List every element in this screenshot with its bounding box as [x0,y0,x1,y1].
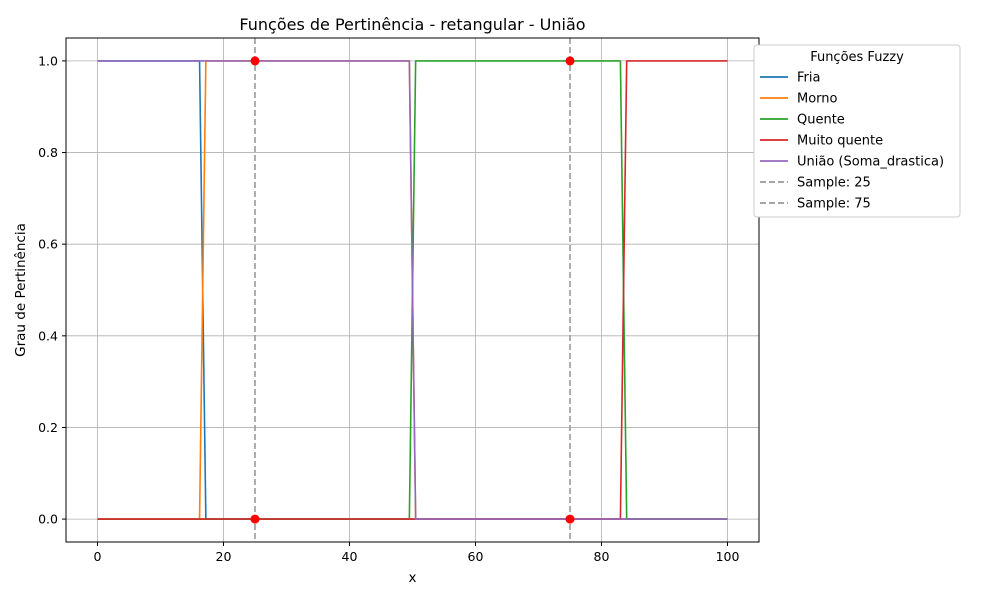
x-axis-label: x [409,570,417,586]
sample-point [565,514,575,524]
legend-items: Fria Morno Quente Muito quente União (Soma_d… [760,71,944,212]
sample-point [250,56,260,66]
legend-label: Muito quente [797,134,883,149]
y-tick-label: 0.4 [38,328,58,343]
x-tick-label: 40 [342,549,358,564]
y-tick-label: 1.0 [38,53,58,68]
sample-point [565,56,575,66]
x-tick-label: 20 [216,549,232,564]
x-tick-label: 100 [716,549,740,564]
series-line [97,60,728,520]
y-axis-label: Grau de Pertinência [13,223,29,357]
legend-label: Sample: 75 [797,197,871,212]
y-tick-label: 0.0 [38,512,58,527]
sample-points [250,56,575,524]
legend-label: Morno [797,92,838,107]
legend-label: Sample: 25 [797,176,871,191]
y-tick-label: 0.2 [38,420,58,435]
x-tick-label: 60 [468,549,484,564]
series-line [97,60,728,520]
legend-title: Funções Fuzzy [810,50,904,65]
x-axis-ticks: 0 20 40 60 80 100 [94,542,740,564]
legend-box [753,44,961,218]
sample-point [250,514,260,524]
x-tick-label: 0 [94,549,102,564]
series-lines [97,60,728,520]
y-tick-label: 0.6 [38,237,58,252]
x-tick-label: 80 [594,549,610,564]
legend-label: União (Soma_drastica) [797,155,944,170]
sample-lines [254,38,571,542]
legend-label: Quente [797,113,845,128]
legend: Funções Fuzzy Fria Morno Quente Muito quent… [753,44,961,218]
y-axis-ticks: 0.0 0.2 0.4 0.6 0.8 1.0 [38,53,66,527]
legend-label: Fria [797,71,820,86]
plot-frame [65,37,760,543]
y-tick-label: 0.8 [38,145,58,160]
chart-title: Funções de Pertinência - retangular - Un… [239,15,585,34]
